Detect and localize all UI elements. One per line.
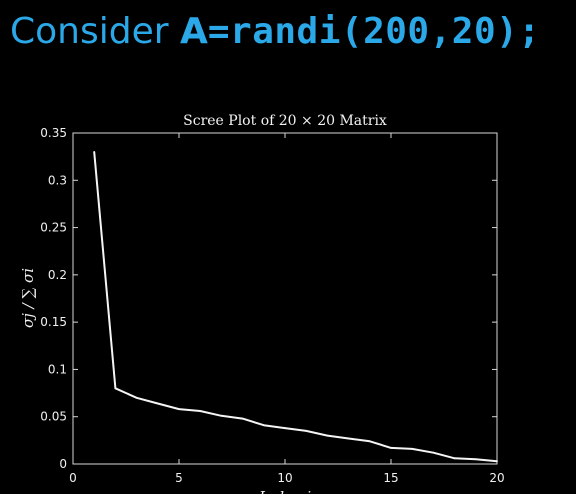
data-point [156,402,159,405]
data-point [262,424,265,427]
y-axis-label: σj / ∑ σi [19,268,37,328]
y-axis-ticks: 0 0.05 0.1 0.15 0.2 0.25 0.3 0.35 [40,126,497,471]
x-tick-label: 5 [175,471,183,485]
y-tick-label: 0.1 [48,362,67,376]
plot-frame [72,132,498,465]
data-point [284,427,286,429]
data-point [199,410,202,412]
y-tick-label: 0.3 [48,173,67,187]
data-point [114,387,117,390]
y-tick-label: 0.25 [40,221,67,235]
data-point [496,460,498,463]
data-point [474,458,477,461]
data-point [135,396,138,399]
heading-code: =randi(200,20); [207,11,541,52]
slide-heading: Consider A=randi(200,20); [10,14,540,50]
x-axis-label: Index i [258,488,311,494]
series-points [93,151,498,463]
data-point [411,447,414,450]
chart-title: Scree Plot of 20 × 20 Matrix [183,113,387,129]
data-point [453,457,456,460]
y-tick-label: 0.2 [48,268,67,282]
data-point [368,440,371,443]
x-axis-ticks: 0 5 10 15 20 [69,133,505,485]
y-tick-label: 0.35 [40,126,67,140]
y-tick-label: 0 [59,457,67,471]
heading-variable: A [179,11,208,52]
data-point [390,447,392,449]
series-line [93,151,498,463]
x-tick-label: 0 [69,471,77,485]
data-point [93,151,96,153]
heading-prefix: Consider [10,11,180,52]
data-point [432,451,435,454]
x-tick-label: 15 [383,471,398,485]
data-point [220,414,223,417]
data-point [241,417,244,420]
x-tick-label: 20 [489,471,504,485]
x-tick-label: 10 [277,471,292,485]
data-point [347,437,350,440]
data-point [178,408,180,411]
y-tick-label: 0.15 [40,315,67,329]
data-point [305,430,308,432]
data-point [326,434,329,437]
y-tick-label: 0.05 [40,410,67,424]
